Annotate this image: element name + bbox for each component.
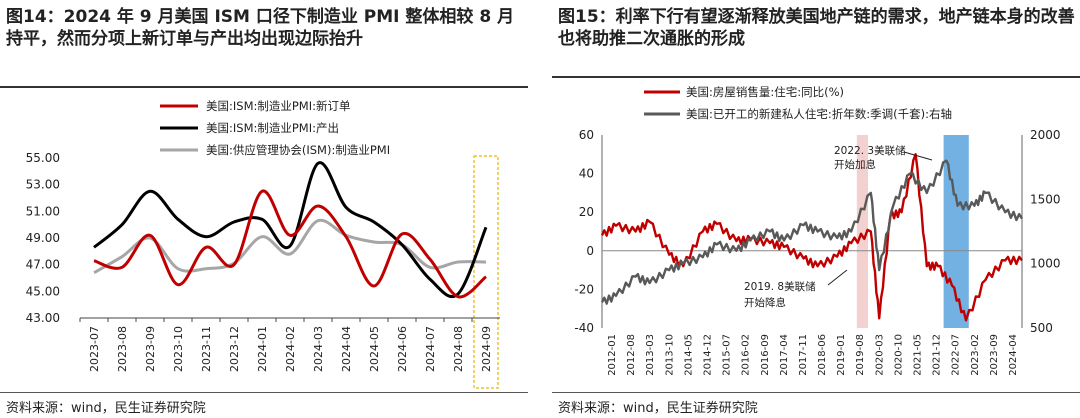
y-tick-label: 55.00 bbox=[26, 151, 60, 165]
x-tick-label: 2023-10 bbox=[172, 326, 185, 372]
y-tick-label: 49.00 bbox=[26, 231, 60, 245]
right-y-tick-label: 2000 bbox=[1030, 128, 1061, 142]
left-y-tick-label: 0 bbox=[586, 244, 594, 258]
x-tick-label: 2024-04 bbox=[340, 326, 353, 372]
highlight-box bbox=[473, 155, 499, 389]
series-line-1 bbox=[93, 189, 487, 299]
x-tick-label: 2023-07 bbox=[88, 326, 101, 372]
x-tick-label: 2024-04 bbox=[1008, 334, 1019, 376]
figure-14-source: 资料来源：wind，民生证券研究院 bbox=[6, 401, 206, 416]
legend-label-2: 美国:已开工的新建私人住宅:折年数:季调(千套):右轴 bbox=[686, 107, 952, 121]
figure-15-title: 图15：利率下行有望逐渐释放美国地产链的需求，地产链本身的改善也将助推二次通胀的… bbox=[558, 7, 1075, 49]
x-tick-label: 2015-07 bbox=[722, 334, 733, 376]
x-tick-label: 2018-06 bbox=[817, 334, 828, 376]
x-tick-label: 2019-01 bbox=[836, 334, 847, 376]
left-y-tick-label: -40 bbox=[574, 321, 594, 335]
x-tick-label: 2017-04 bbox=[779, 334, 790, 376]
annotation-2022-line1: 2022. 3美联储 bbox=[834, 144, 906, 157]
right-y-tick-label: 1500 bbox=[1030, 192, 1061, 206]
y-tick-label: 51.00 bbox=[26, 204, 60, 218]
right-y-tick-label: 1000 bbox=[1030, 257, 1061, 271]
y-tick-label: 53.00 bbox=[26, 178, 60, 192]
x-tick-label: 2016-09 bbox=[760, 334, 771, 376]
shaded-region-1 bbox=[856, 135, 868, 328]
legend-label-2: 美国:ISM:制造业PMI:产出 bbox=[206, 121, 339, 135]
figure-14-title: 图14：2024 年 9 月美国 ISM 口径下制造业 PMI 整体相较 8 月… bbox=[6, 7, 515, 49]
x-tick-label: 2024-01 bbox=[256, 326, 269, 372]
x-tick-label: 2024-06 bbox=[396, 326, 409, 372]
x-tick-label: 2024-05 bbox=[368, 326, 381, 372]
annotation-2019-line2: 开始降息 bbox=[744, 296, 786, 309]
figure-15: 图15：利率下行有望逐渐释放美国地产链的需求，地产链本身的改善也将助推二次通胀的… bbox=[552, 0, 1080, 418]
left-y-tick-label: -20 bbox=[574, 282, 594, 296]
x-tick-label: 2024-08 bbox=[452, 326, 465, 372]
x-tick-label: 2023-08 bbox=[116, 326, 129, 372]
x-tick-label: 2021-12 bbox=[932, 334, 943, 376]
x-tick-label: 2022-07 bbox=[951, 334, 962, 376]
x-tick-label: 2024-09 bbox=[480, 326, 493, 372]
x-tick-label: 2023-12 bbox=[228, 326, 241, 372]
legend-label-1: 美国:房屋销售量:住宅:同比(%) bbox=[686, 85, 844, 99]
x-tick-label: 2013-03 bbox=[645, 334, 656, 376]
x-tick-label: 2020-03 bbox=[874, 334, 885, 376]
x-tick-label: 2012-01 bbox=[607, 334, 618, 376]
legend-label-3: 美国:供应管理协会(ISM):制造业PMI bbox=[206, 143, 390, 157]
figure-14-chart: 美国:ISM:制造业PMI:新订单美国:ISM:制造业PMI:产出美国:供应管理… bbox=[26, 99, 500, 389]
series-line-2 bbox=[600, 159, 1024, 305]
left-y-tick-label: 60 bbox=[579, 128, 594, 142]
annotation-2022-line2: 开始加息 bbox=[834, 158, 876, 171]
right-y-tick-label: 500 bbox=[1030, 321, 1053, 335]
y-tick-label: 43.00 bbox=[26, 311, 60, 325]
annotation-2019-line1: 2019. 8美联储 bbox=[744, 280, 816, 293]
annotation-2022-arrow bbox=[903, 151, 933, 161]
figure-14-top-rule bbox=[0, 86, 528, 88]
x-tick-label: 2023-09 bbox=[144, 326, 157, 372]
x-tick-label: 2017-11 bbox=[798, 334, 809, 376]
x-tick-label: 2024-03 bbox=[312, 326, 325, 372]
figure-15-top-rule bbox=[552, 76, 1080, 78]
series-line-1 bbox=[600, 153, 1023, 322]
x-tick-label: 2023-02 bbox=[970, 334, 981, 376]
x-tick-label: 2024-02 bbox=[284, 326, 297, 372]
annotation-2019-arrow bbox=[827, 269, 848, 286]
series-line-2 bbox=[93, 161, 488, 299]
figure-15-bottom-rule bbox=[552, 392, 1080, 393]
left-y-tick-label: 40 bbox=[579, 167, 594, 181]
left-y-tick-label: 20 bbox=[579, 205, 594, 219]
x-tick-label: 2013-10 bbox=[664, 334, 675, 376]
x-tick-label: 2016-02 bbox=[741, 334, 752, 376]
legend-label-1: 美国:ISM:制造业PMI:新订单 bbox=[206, 99, 351, 113]
figure-15-source: 资料来源：wind，民生证券研究院 bbox=[558, 401, 758, 416]
y-tick-label: 45.00 bbox=[26, 284, 60, 298]
x-tick-label: 2023-11 bbox=[200, 326, 213, 372]
x-tick-label: 2014-12 bbox=[703, 334, 714, 376]
x-tick-label: 2023-09 bbox=[989, 334, 1000, 376]
x-tick-label: 2012-08 bbox=[626, 334, 637, 376]
figure-14-bottom-rule bbox=[0, 392, 528, 393]
figure-14: 图14：2024 年 9 月美国 ISM 口径下制造业 PMI 整体相较 8 月… bbox=[0, 0, 528, 418]
x-tick-label: 2019-08 bbox=[855, 334, 866, 376]
x-tick-label: 2020-10 bbox=[893, 334, 904, 376]
figure-15-chart: 美国:房屋销售量:住宅:同比(%) 美国:已开工的新建私人住宅:折年数:季调(千套… bbox=[574, 85, 1061, 376]
y-tick-label: 47.00 bbox=[26, 258, 60, 272]
x-tick-label: 2024-07 bbox=[424, 326, 437, 372]
x-tick-label: 2014-05 bbox=[683, 334, 694, 376]
x-tick-label: 2021-05 bbox=[913, 334, 924, 376]
